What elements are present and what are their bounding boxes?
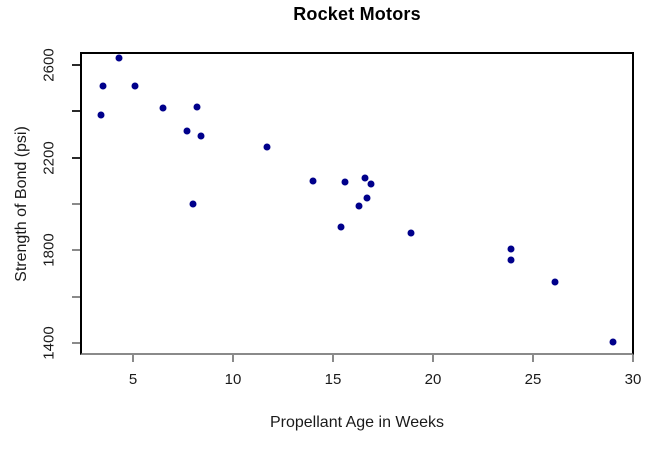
data-point [183,127,191,135]
y-tick-label: 1800 [40,233,58,267]
data-point [263,143,271,151]
x-tick-mark [532,355,534,362]
x-axis-title: Propellant Age in Weeks [269,414,445,431]
data-point [507,245,515,253]
x-tick-mark [132,355,134,362]
data-point [193,103,201,111]
data-point [361,174,369,182]
y-tick-mark [72,202,80,205]
y-tick-label: 2200 [40,140,58,175]
data-point [115,54,123,62]
x-tick-label: 10 [224,371,242,388]
y-tick-label: 2600 [40,48,58,82]
y-tick-mark [72,110,80,113]
y-tick-mark [72,156,80,159]
y-tick-mark [72,295,80,298]
y-tick-label: 1400 [40,326,58,360]
data-point [367,180,375,188]
data-point [609,338,617,346]
data-point [337,223,345,231]
x-tick-mark [332,355,334,362]
data-point [99,82,107,90]
y-tick-mark [72,63,80,66]
x-tick-mark [232,355,234,362]
x-tick-mark [632,355,634,362]
data-point [309,177,317,185]
x-tick-label: 25 [524,371,542,388]
x-tick-label: 30 [624,371,642,388]
data-point [355,202,363,210]
data-point [507,256,515,264]
y-tick-mark [72,341,80,344]
data-point [363,194,371,202]
y-axis-title-text: Strength of Bond (psi) [13,126,30,282]
data-point [197,132,205,140]
x-tick-label: 5 [128,371,138,388]
data-point [407,229,415,237]
x-tick-label: 20 [424,371,442,388]
x-tick-label: 15 [324,371,342,388]
x-tick-mark [432,355,434,362]
data-point [159,104,167,112]
data-point [131,82,139,90]
y-tick-mark [72,249,80,252]
data-point [341,178,349,186]
data-point [551,278,559,286]
chart-title: Rocket Motors [293,4,421,24]
data-point [189,200,197,208]
data-point [97,111,105,119]
